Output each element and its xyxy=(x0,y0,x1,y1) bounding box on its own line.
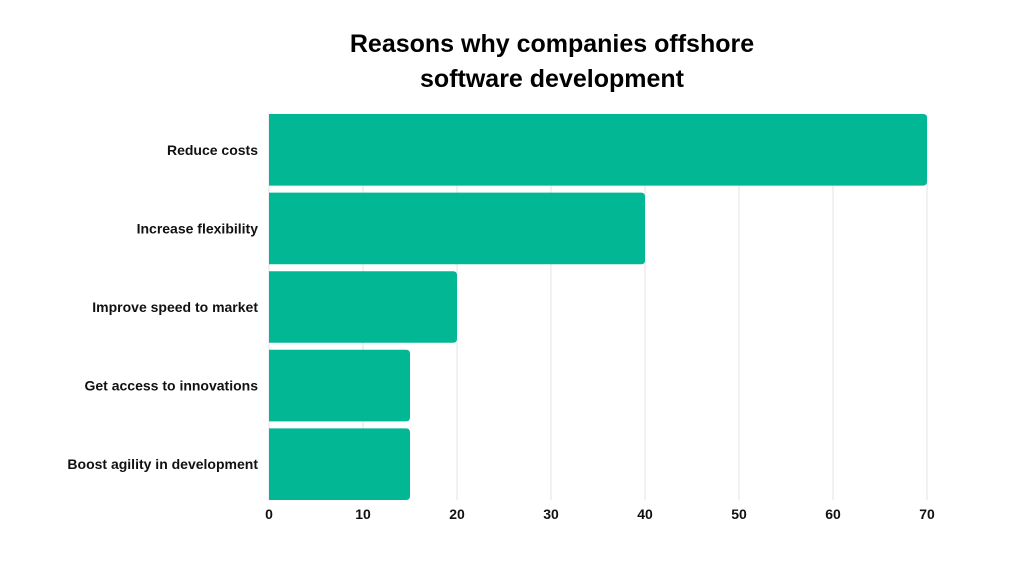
x-tick-label: 10 xyxy=(355,506,371,522)
category-label: Improve speed to market xyxy=(92,299,258,315)
category-label: Reduce costs xyxy=(167,142,258,158)
x-tick-label: 50 xyxy=(731,506,747,522)
x-tick-label: 70 xyxy=(919,506,935,522)
bars xyxy=(269,114,927,500)
x-tick-label: 30 xyxy=(543,506,559,522)
category-label: Increase flexibility xyxy=(137,220,259,236)
x-tick-label: 20 xyxy=(449,506,465,522)
chart-title-line-1: Reasons why companies offshore xyxy=(349,30,755,58)
category-label: Get access to innovations xyxy=(85,378,259,394)
x-tick-label: 60 xyxy=(825,506,841,522)
x-axis-ticks: 0 10 20 30 40 50 60 70 xyxy=(265,506,935,522)
bar xyxy=(269,192,645,265)
bar xyxy=(269,271,457,343)
chart-title-line-2: software development xyxy=(420,65,684,93)
x-tick-label: 0 xyxy=(265,506,273,522)
x-tick-label: 40 xyxy=(637,506,653,522)
bar xyxy=(269,349,410,422)
bar xyxy=(269,114,927,186)
chart-title: Reasons why companies offshore software … xyxy=(0,27,1024,97)
category-labels: Reduce costs Increase flexibility Improve … xyxy=(67,142,258,472)
category-label: Boost agility in development xyxy=(67,456,258,472)
bar xyxy=(269,428,410,500)
